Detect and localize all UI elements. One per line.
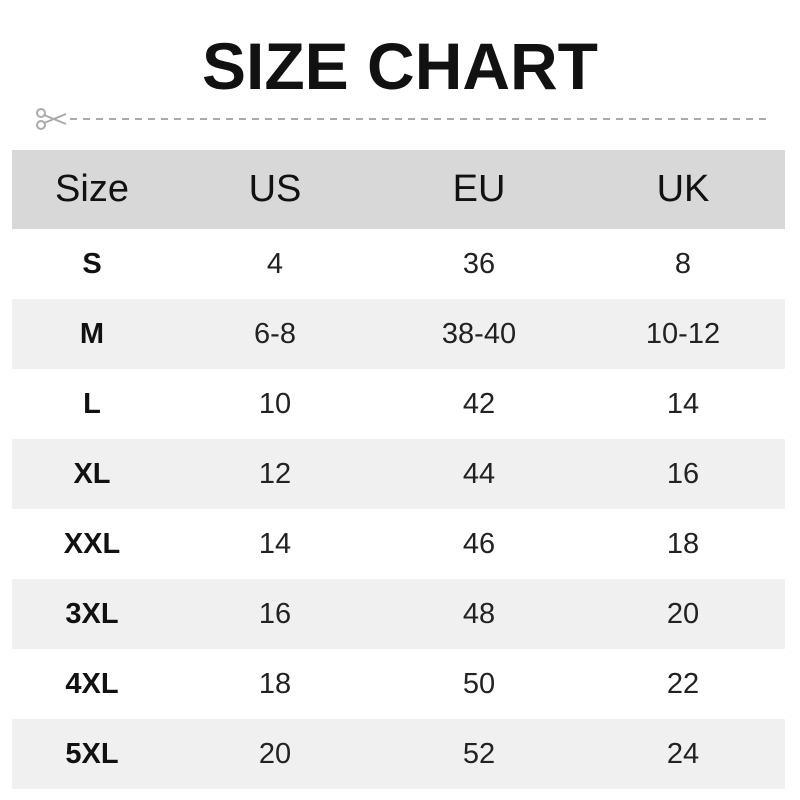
cell-uk: 14: [666, 387, 700, 420]
cell-us: 16: [258, 597, 292, 630]
table-row: XL 12 44 16: [12, 439, 785, 509]
cell-uk: 8: [674, 247, 692, 280]
cell-us: 10: [258, 387, 292, 420]
header-us: US: [248, 168, 302, 210]
cell-eu: 50: [462, 667, 496, 700]
cell-size: 3XL: [65, 597, 119, 630]
cell-size: L: [83, 387, 101, 420]
cell-eu: 42: [462, 387, 496, 420]
cell-eu: 38-40: [441, 317, 517, 350]
cell-us: 20: [258, 737, 292, 770]
cell-size: XL: [73, 457, 111, 490]
table-row: 5XL 20 52 24: [12, 719, 785, 789]
cell-eu: 36: [462, 247, 496, 280]
header-uk: UK: [656, 168, 710, 210]
table-row: S 4 36 8: [12, 229, 785, 299]
cell-uk: 22: [666, 667, 700, 700]
cell-uk: 18: [666, 527, 700, 560]
header-size: Size: [55, 168, 129, 210]
cell-us: 6-8: [254, 317, 296, 350]
table-row: 4XL 18 50 22: [12, 649, 785, 719]
cell-eu: 48: [462, 597, 496, 630]
cell-size: XXL: [63, 527, 121, 560]
cell-size: 4XL: [65, 667, 119, 700]
table-row: L 10 42 14: [12, 369, 785, 439]
size-table: Size US EU UK S 4 36 8 M 6-8 38-40 10-12 L 10 42 14…: [12, 150, 785, 789]
cell-size: 5XL: [65, 737, 119, 770]
table-row: XXL 14 46 18: [12, 509, 785, 579]
cell-us: 18: [258, 667, 292, 700]
page-title: SIZE CHART: [202, 29, 598, 103]
cell-uk: 10-12: [645, 317, 721, 350]
cell-eu: 52: [462, 737, 496, 770]
header-eu: EU: [452, 168, 506, 210]
cell-us: 4: [266, 247, 284, 280]
scissors-icon: [36, 108, 67, 130]
cut-line: [36, 108, 770, 130]
cell-size: S: [82, 247, 102, 280]
cell-us: 12: [258, 457, 292, 490]
table-row: 3XL 16 48 20: [12, 579, 785, 649]
table-row: M 6-8 38-40 10-12: [12, 299, 785, 369]
cell-uk: 16: [666, 457, 700, 490]
cell-eu: 46: [462, 527, 496, 560]
table-header-row: Size US EU UK: [12, 150, 785, 229]
cell-uk: 20: [666, 597, 700, 630]
cell-us: 14: [258, 527, 292, 560]
cell-uk: 24: [666, 737, 700, 770]
cell-size: M: [79, 317, 105, 350]
cell-eu: 44: [462, 457, 496, 490]
